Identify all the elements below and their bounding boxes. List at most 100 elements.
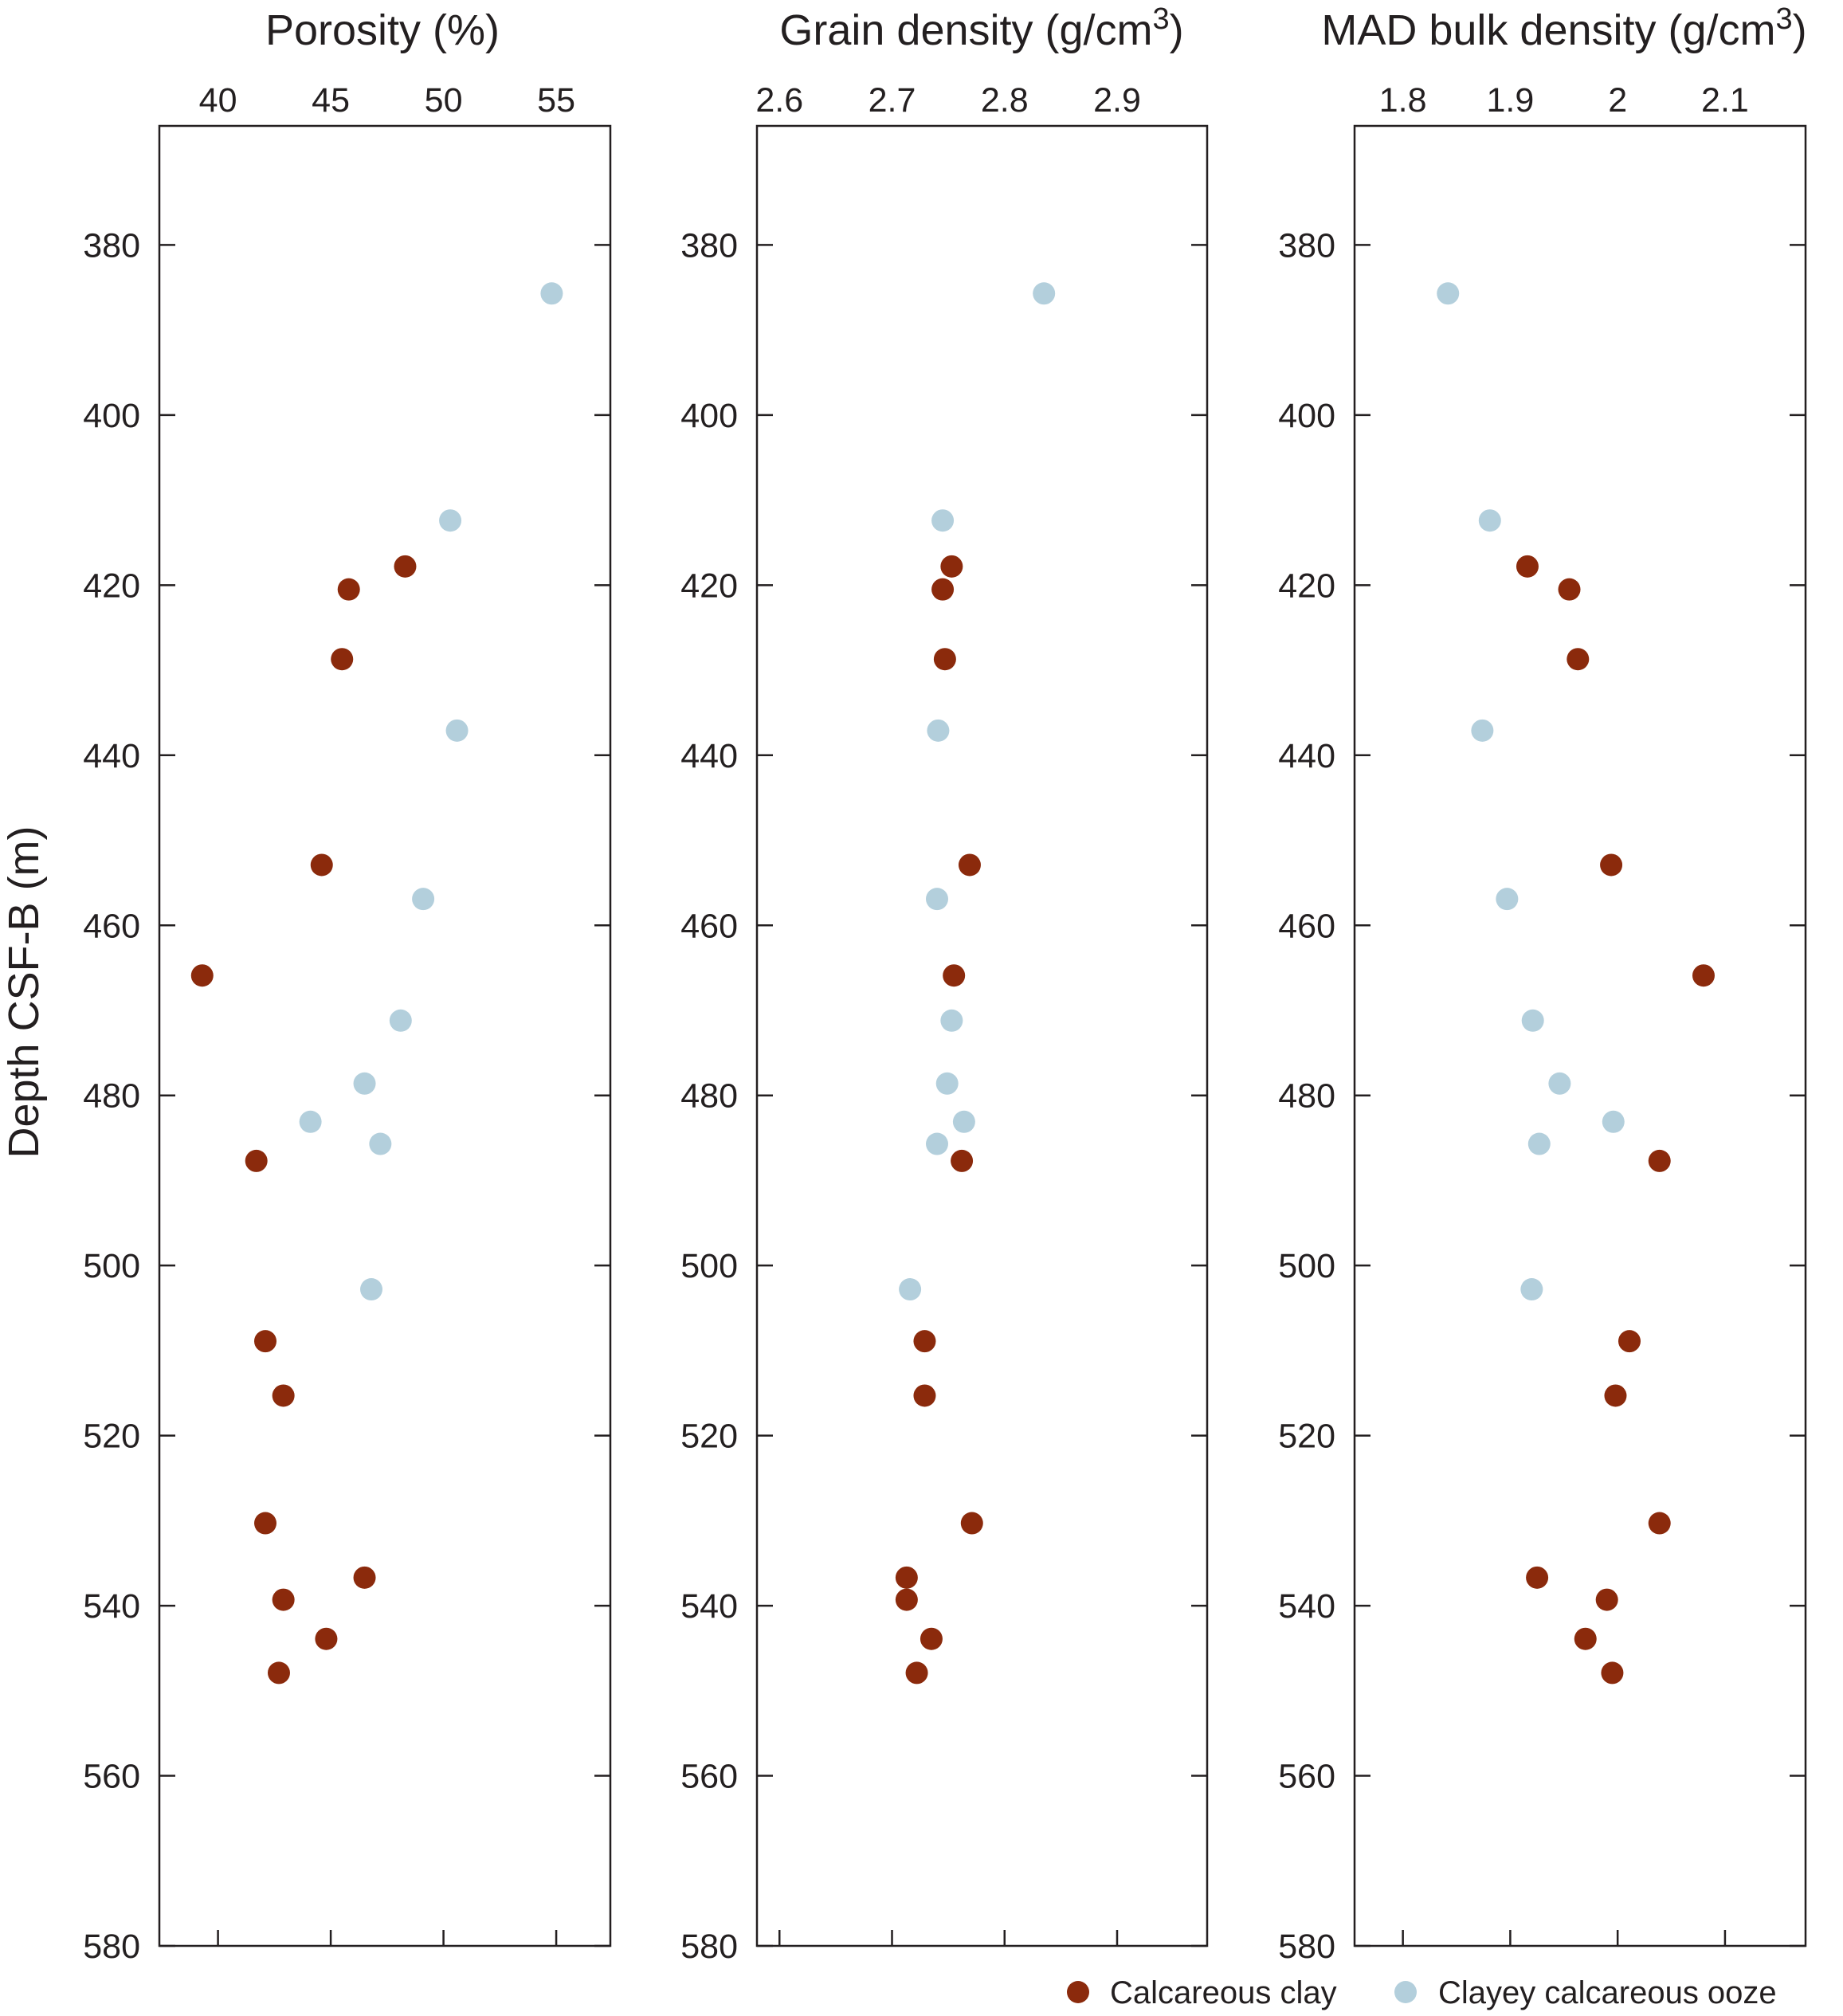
series-calcareous-clay — [895, 555, 983, 1685]
y-tick-label: 460 — [680, 907, 738, 945]
data-point — [920, 1627, 943, 1650]
data-point — [1602, 1110, 1625, 1133]
data-point — [933, 648, 956, 671]
data-point — [310, 853, 333, 877]
data-point — [960, 1512, 983, 1535]
y-tick-label: 400 — [83, 397, 140, 435]
y-tick-label: 400 — [680, 397, 738, 435]
x-tick-label: 2.7 — [869, 81, 916, 120]
y-tick-label: 480 — [680, 1077, 738, 1116]
y-tick-label: 520 — [680, 1418, 738, 1456]
x-tick-label: 1.9 — [1487, 81, 1535, 120]
y-tick-label: 500 — [1278, 1247, 1335, 1285]
x-tick-label: 55 — [537, 81, 575, 120]
data-point — [943, 964, 966, 987]
data-point — [1618, 1330, 1641, 1353]
series-clayey-calcareous-ooze — [1437, 282, 1625, 1301]
data-point — [439, 509, 462, 532]
series-clayey-calcareous-ooze — [299, 282, 563, 1301]
y-tick-label: 420 — [1278, 567, 1335, 605]
data-point — [1600, 853, 1623, 877]
y-tick-label: 540 — [83, 1587, 140, 1626]
x-tick-label: 2.1 — [1701, 81, 1749, 120]
data-point — [913, 1330, 936, 1353]
y-tick-label: 520 — [1278, 1418, 1335, 1456]
data-point — [190, 964, 214, 987]
y-tick-label: 540 — [1278, 1587, 1335, 1626]
y-tick-label: 560 — [83, 1758, 140, 1796]
data-point — [1437, 282, 1460, 305]
data-point — [931, 578, 955, 601]
y-tick-label: 560 — [680, 1758, 738, 1796]
y-tick-label: 500 — [83, 1247, 140, 1285]
data-point — [1496, 888, 1519, 911]
data-point — [272, 1588, 295, 1611]
legend-entry: Clayey calcareous ooze — [1394, 1975, 1777, 2010]
y-tick-label: 480 — [83, 1077, 140, 1116]
y-axis-layer: 380 400 420 440 460 480 500 520 540 560 580 380 400 4… — [83, 226, 1335, 1966]
y-tick-label: 540 — [680, 1587, 738, 1626]
data-point — [1558, 578, 1581, 601]
data-point — [1567, 648, 1590, 671]
x-tick-label: 1.8 — [1379, 81, 1427, 120]
y-tick-label: 580 — [1278, 1928, 1335, 1966]
panel-3: MAD bulk density (g/cm3) 1.8 1.9 2 2.1 — [1321, 2, 1807, 1947]
data-point — [905, 1661, 928, 1685]
data-point — [267, 1661, 290, 1685]
data-point — [353, 1566, 376, 1589]
legend-label: Clayey calcareous ooze — [1438, 1975, 1777, 2010]
y-axis-title: Depth CSF-B (m) — [0, 826, 48, 1158]
data-point — [1601, 1661, 1624, 1685]
data-point — [1595, 1588, 1618, 1611]
panels-layer: Porosity (%) 40 45 50 55 Grain density (g/cm3… — [158, 2, 1807, 1947]
panel-1: Porosity (%) 40 45 50 55 — [158, 6, 612, 1947]
data-point — [353, 1072, 376, 1095]
data-point — [940, 555, 963, 578]
y-tick-label: 480 — [1278, 1077, 1335, 1116]
data-point — [254, 1512, 277, 1535]
data-point — [445, 719, 469, 742]
plot-frame — [1353, 124, 1807, 1947]
data-point — [1033, 282, 1056, 305]
data-point — [1526, 1566, 1549, 1589]
x-tick-label: 50 — [425, 81, 463, 120]
data-point — [337, 578, 360, 601]
data-point — [1478, 509, 1501, 532]
x-tick-label: 2 — [1608, 81, 1627, 120]
data-point — [1471, 719, 1494, 742]
legend-marker — [1394, 1981, 1417, 2003]
x-tick-label: 2.9 — [1093, 81, 1141, 120]
y-tick-label: 520 — [83, 1418, 140, 1456]
y-tick-label: 380 — [680, 226, 738, 265]
series-calcareous-clay — [190, 555, 417, 1685]
legend-entry: Calcareous clay — [1067, 1975, 1337, 2010]
data-point — [360, 1278, 383, 1301]
data-point — [331, 648, 354, 671]
data-point — [1521, 1009, 1544, 1032]
plot-frame — [158, 124, 612, 1947]
x-tick-label: 40 — [199, 81, 237, 120]
data-point — [389, 1009, 412, 1032]
data-point — [927, 719, 950, 742]
data-point — [935, 1072, 959, 1095]
legend-label: Calcareous clay — [1110, 1975, 1337, 2010]
y-tick-label: 500 — [680, 1247, 738, 1285]
data-point — [1520, 1278, 1543, 1301]
data-point — [952, 1110, 975, 1133]
data-point — [315, 1627, 338, 1650]
data-point — [926, 1132, 948, 1155]
data-point — [913, 1384, 936, 1407]
data-point — [1527, 1132, 1551, 1155]
data-point — [895, 1566, 918, 1589]
y-tick-label: 580 — [680, 1928, 738, 1966]
data-point — [369, 1132, 392, 1155]
data-point — [1516, 555, 1539, 578]
data-point — [272, 1384, 295, 1407]
y-tick-label: 420 — [680, 567, 738, 605]
data-point — [1604, 1384, 1627, 1407]
plot-frame — [755, 124, 1209, 1947]
y-tick-label: 440 — [680, 737, 738, 775]
y-tick-label: 440 — [83, 737, 140, 775]
x-tick-label: 45 — [312, 81, 350, 120]
